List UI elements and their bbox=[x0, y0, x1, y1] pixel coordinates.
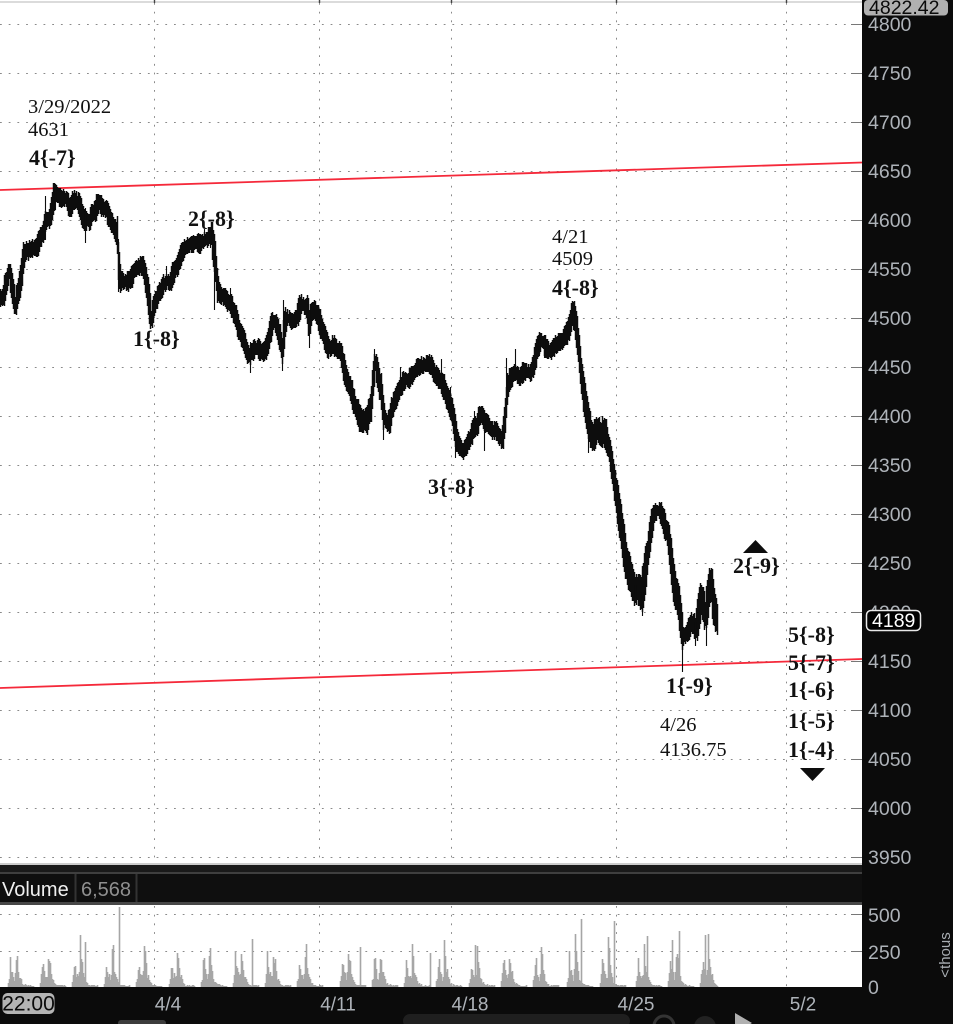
svg-text:4550: 4550 bbox=[868, 259, 912, 281]
svg-text:5{-8}: 5{-8} bbox=[788, 622, 835, 647]
svg-text:6,568: 6,568 bbox=[81, 879, 131, 901]
svg-text:4800: 4800 bbox=[868, 14, 912, 36]
svg-text:4822.42: 4822.42 bbox=[869, 0, 940, 19]
svg-text:250: 250 bbox=[868, 942, 901, 964]
svg-text:4600: 4600 bbox=[868, 210, 912, 232]
svg-text:4509: 4509 bbox=[552, 248, 593, 270]
svg-text:2{-8}: 2{-8} bbox=[188, 206, 235, 231]
svg-text:4/11: 4/11 bbox=[320, 995, 356, 1016]
svg-text:4650: 4650 bbox=[868, 161, 912, 183]
svg-text:4350: 4350 bbox=[868, 455, 912, 477]
svg-text:4/25: 4/25 bbox=[618, 995, 655, 1016]
svg-text:22:00: 22:00 bbox=[2, 993, 55, 1016]
svg-text:4250: 4250 bbox=[868, 553, 912, 575]
svg-text:4000: 4000 bbox=[868, 798, 912, 820]
svg-text:3{-8}: 3{-8} bbox=[428, 474, 475, 499]
svg-text:4050: 4050 bbox=[868, 749, 912, 771]
svg-text:0: 0 bbox=[868, 977, 879, 999]
svg-text:Volume: Volume bbox=[2, 879, 69, 901]
svg-text:4150: 4150 bbox=[868, 651, 912, 673]
svg-text:4189: 4189 bbox=[872, 610, 915, 632]
svg-text:4/21: 4/21 bbox=[552, 226, 588, 248]
svg-text:1{-5}: 1{-5} bbox=[788, 708, 835, 733]
svg-text:4300: 4300 bbox=[868, 504, 912, 526]
svg-text:4{-8}: 4{-8} bbox=[552, 275, 599, 300]
svg-text:2{-9}: 2{-9} bbox=[733, 553, 780, 578]
svg-text:500: 500 bbox=[868, 905, 901, 927]
svg-text:1{-6}: 1{-6} bbox=[788, 677, 835, 702]
svg-text:4{-7}: 4{-7} bbox=[29, 145, 76, 170]
svg-text:3950: 3950 bbox=[868, 847, 912, 869]
svg-text:4100: 4100 bbox=[868, 700, 912, 722]
svg-text:4750: 4750 bbox=[868, 63, 912, 85]
svg-text:4500: 4500 bbox=[868, 308, 912, 330]
svg-text:4/26: 4/26 bbox=[660, 714, 696, 736]
svg-text:4700: 4700 bbox=[868, 112, 912, 134]
svg-text:5{-7}: 5{-7} bbox=[788, 650, 835, 675]
svg-text:5/2: 5/2 bbox=[790, 995, 816, 1016]
svg-text:1{-9}: 1{-9} bbox=[666, 673, 713, 698]
svg-text:4/18: 4/18 bbox=[452, 995, 489, 1016]
svg-text:4/4: 4/4 bbox=[155, 995, 182, 1016]
svg-text:4136.75: 4136.75 bbox=[660, 739, 727, 761]
svg-text:<thous: <thous bbox=[937, 932, 953, 977]
svg-text:4450: 4450 bbox=[868, 357, 912, 379]
svg-text:1{-8}: 1{-8} bbox=[133, 326, 180, 351]
svg-text:1{-4}: 1{-4} bbox=[788, 737, 835, 762]
svg-text:3/29/2022: 3/29/2022 bbox=[28, 96, 111, 118]
svg-text:4631: 4631 bbox=[28, 119, 69, 141]
svg-text:4400: 4400 bbox=[868, 406, 912, 428]
